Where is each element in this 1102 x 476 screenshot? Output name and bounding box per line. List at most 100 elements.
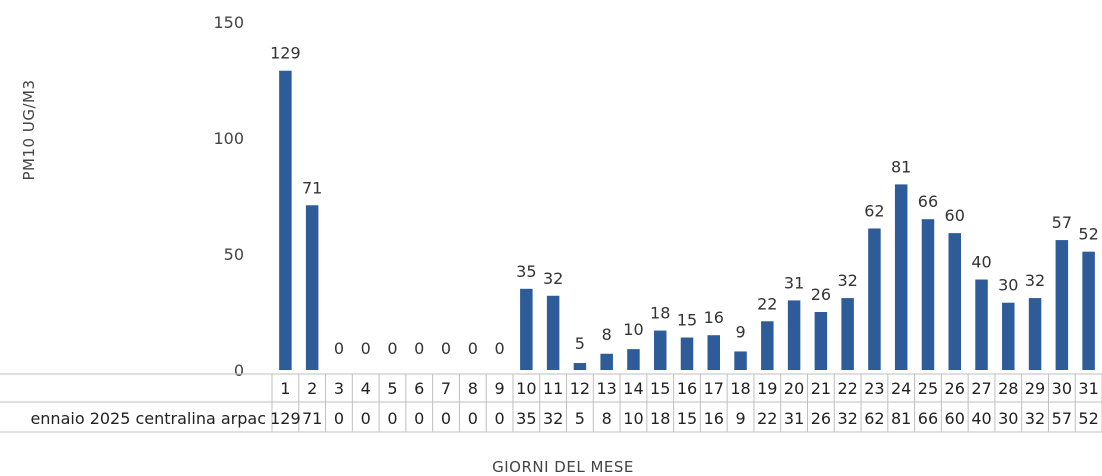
bar [305, 205, 319, 370]
bar [520, 288, 533, 370]
bar [948, 233, 961, 370]
data-label: 22 [757, 294, 777, 313]
x-tick-label: 20 [784, 379, 804, 398]
x-tick-label: 28 [998, 379, 1018, 398]
x-tick-label: 17 [704, 379, 724, 398]
table-value: 129 [270, 409, 301, 428]
bar [841, 298, 854, 370]
bar [546, 295, 560, 370]
x-tick-label: 2 [307, 379, 317, 398]
table-value: 0 [468, 409, 478, 428]
table-value: 0 [414, 409, 424, 428]
bar [894, 184, 908, 370]
x-tick-label: 13 [597, 379, 617, 398]
table-value: 35 [516, 409, 536, 428]
table-value: 32 [543, 409, 563, 428]
x-tick-label: 14 [623, 379, 643, 398]
data-label: 32 [1025, 271, 1045, 290]
data-label: 66 [918, 192, 938, 211]
table-value: 10 [623, 409, 643, 428]
x-tick-label: 26 [945, 379, 965, 398]
x-tick-label: 27 [971, 379, 991, 398]
x-tick-label: 29 [1025, 379, 1045, 398]
table-value: 0 [441, 409, 451, 428]
table-value: 26 [811, 409, 831, 428]
bar [814, 312, 828, 370]
data-label: 0 [387, 339, 397, 358]
x-tick-label: 31 [1078, 379, 1098, 398]
x-tick-label: 7 [441, 379, 451, 398]
data-label: 40 [971, 253, 991, 272]
table-value: 16 [704, 409, 724, 428]
table-value: 52 [1078, 409, 1098, 428]
x-tick-label: 4 [361, 379, 371, 398]
bar [680, 337, 694, 370]
bar [573, 363, 587, 370]
bar [1082, 251, 1095, 370]
table-value: 32 [837, 409, 857, 428]
bar [707, 335, 721, 370]
data-label: 9 [735, 322, 745, 341]
data-label: 16 [704, 308, 724, 327]
data-label: 81 [891, 157, 911, 176]
data-label: 60 [945, 206, 965, 225]
data-label: 0 [414, 339, 424, 358]
data-label: 31 [784, 273, 804, 292]
table-value: 0 [387, 409, 397, 428]
y-tick-label: 50 [224, 245, 244, 264]
table-value: 5 [575, 409, 585, 428]
table-value: 22 [757, 409, 777, 428]
table-value: 8 [602, 409, 612, 428]
table-value: 0 [494, 409, 504, 428]
data-label: 8 [602, 325, 612, 344]
data-label: 0 [361, 339, 371, 358]
table-value: 40 [971, 409, 991, 428]
x-tick-label: 11 [543, 379, 563, 398]
x-tick-label: 22 [837, 379, 857, 398]
x-tick-label: 21 [811, 379, 831, 398]
x-axis-title: GIORNI DEL MESE [492, 458, 634, 476]
x-tick-label: 1 [280, 379, 290, 398]
table-value: 62 [864, 409, 884, 428]
y-tick-label: 0 [234, 361, 244, 380]
series-name: ennaio 2025 centralina arpac [30, 409, 266, 428]
x-tick-label: 19 [757, 379, 777, 398]
x-tick-label: 5 [387, 379, 397, 398]
table-value: 15 [677, 409, 697, 428]
table-value: 71 [302, 409, 322, 428]
x-tick-label: 24 [891, 379, 911, 398]
x-tick-label: 10 [516, 379, 536, 398]
y-tick-label: 150 [213, 13, 244, 32]
data-label: 52 [1078, 225, 1098, 244]
table-value: 0 [334, 409, 344, 428]
bar [734, 351, 747, 370]
data-label: 0 [441, 339, 451, 358]
x-tick-label: 9 [494, 379, 504, 398]
bar [600, 353, 613, 370]
bar [627, 349, 640, 370]
data-label: 71 [302, 178, 322, 197]
table-value: 60 [945, 409, 965, 428]
y-tick-label: 100 [213, 129, 244, 148]
bar [975, 279, 988, 370]
data-label: 0 [494, 339, 504, 358]
data-label: 32 [543, 269, 563, 288]
data-label: 5 [575, 334, 585, 353]
bar [1028, 298, 1042, 370]
data-label: 35 [516, 262, 536, 281]
bar [653, 330, 667, 370]
x-tick-label: 16 [677, 379, 697, 398]
bar [868, 228, 881, 370]
table-value: 0 [361, 409, 371, 428]
y-axis-ticks: 0 50 100 150 [213, 13, 244, 380]
data-label: 10 [623, 320, 643, 339]
data-label: 57 [1052, 213, 1072, 232]
x-tick-label: 18 [730, 379, 750, 398]
x-tick-label: 15 [650, 379, 670, 398]
bar [279, 70, 292, 370]
data-label: 62 [864, 201, 884, 220]
table-value: 66 [918, 409, 938, 428]
data-table: 1 2 3 4 5 6 7 8 9 10 11 12 13 14 15 16 17 18 19 20 21 22 23 24 2… [0, 373, 1102, 433]
data-label: 26 [811, 285, 831, 304]
